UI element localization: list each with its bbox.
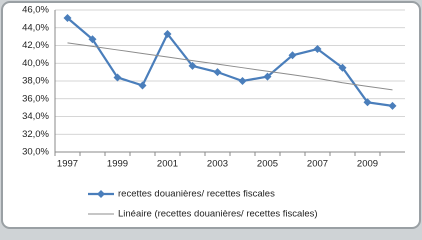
data-point (388, 101, 397, 110)
y-tick-label: 40,0% (22, 58, 49, 69)
data-point (88, 35, 97, 44)
y-tick-label: 42,0% (22, 40, 49, 51)
x-tick-label: 2007 (307, 159, 328, 170)
legend-marker (97, 190, 105, 198)
y-tick-label: 44,0% (22, 22, 49, 33)
x-tick-label: 2001 (157, 159, 178, 170)
data-point (163, 29, 172, 38)
legend-label: recettes douanières/ recettes fiscales (118, 189, 275, 200)
y-tick-label: 30,0% (22, 147, 49, 158)
data-point (363, 98, 372, 107)
x-tick-label: 2009 (357, 159, 378, 170)
y-tick-label: 32,0% (22, 129, 49, 140)
x-tick-label: 2003 (207, 159, 228, 170)
data-point (63, 13, 72, 22)
y-tick-label: 34,0% (22, 111, 49, 122)
series-line (66, 17, 393, 107)
chart: 30,0% 32,0% 34,0% 36,0% 38,0% 40,0% 42,0% 44,0%… (1, 1, 421, 229)
x-tick-label: 1997 (57, 159, 78, 170)
data-point (313, 45, 322, 54)
series-line (67, 42, 393, 91)
chart-frame (1, 1, 421, 229)
y-tick-label: 46,0% (22, 5, 49, 16)
data-point (113, 73, 122, 82)
data-point (338, 63, 347, 72)
data-point (288, 51, 297, 60)
data-point (263, 72, 272, 81)
data-point (213, 68, 222, 77)
y-tick-label: 38,0% (22, 76, 49, 87)
x-tick-label: 1999 (107, 159, 128, 170)
y-tick-label: 36,0% (22, 93, 49, 104)
data-point (238, 77, 247, 85)
legend-label: Linéaire (recettes douanières/ recettes … (118, 209, 318, 220)
x-tick-label: 2005 (257, 159, 278, 170)
data-point (138, 81, 147, 90)
data-point (188, 61, 197, 70)
